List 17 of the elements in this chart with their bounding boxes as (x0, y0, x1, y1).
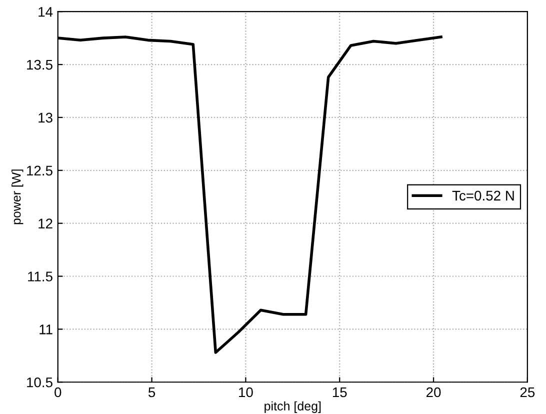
x-tick-label: 10 (239, 387, 253, 398)
y-tick-label: 11 (40, 324, 52, 334)
y-tick-label: 13.5 (27, 60, 52, 70)
x-tick-label: 20 (426, 387, 441, 398)
x-tick-label: 5 (148, 387, 156, 398)
y-tick-label: 13 (38, 112, 52, 123)
y-axis-title: power [W] (12, 170, 24, 224)
legend-label: Tc=0.52 N (452, 190, 514, 201)
y-tick-label: 12 (38, 218, 52, 228)
x-tick-label: 15 (332, 387, 347, 398)
y-tick-label: 10.5 (27, 377, 52, 388)
y-tick-label: 12.5 (27, 166, 52, 176)
x-tick-label: 25 (520, 387, 535, 398)
x-tick-label: 0 (54, 387, 62, 398)
x-axis-title: pitch [deg] (264, 401, 321, 413)
y-tick-label: 11.5 (28, 272, 52, 282)
y-tick-label: 14 (38, 7, 53, 17)
